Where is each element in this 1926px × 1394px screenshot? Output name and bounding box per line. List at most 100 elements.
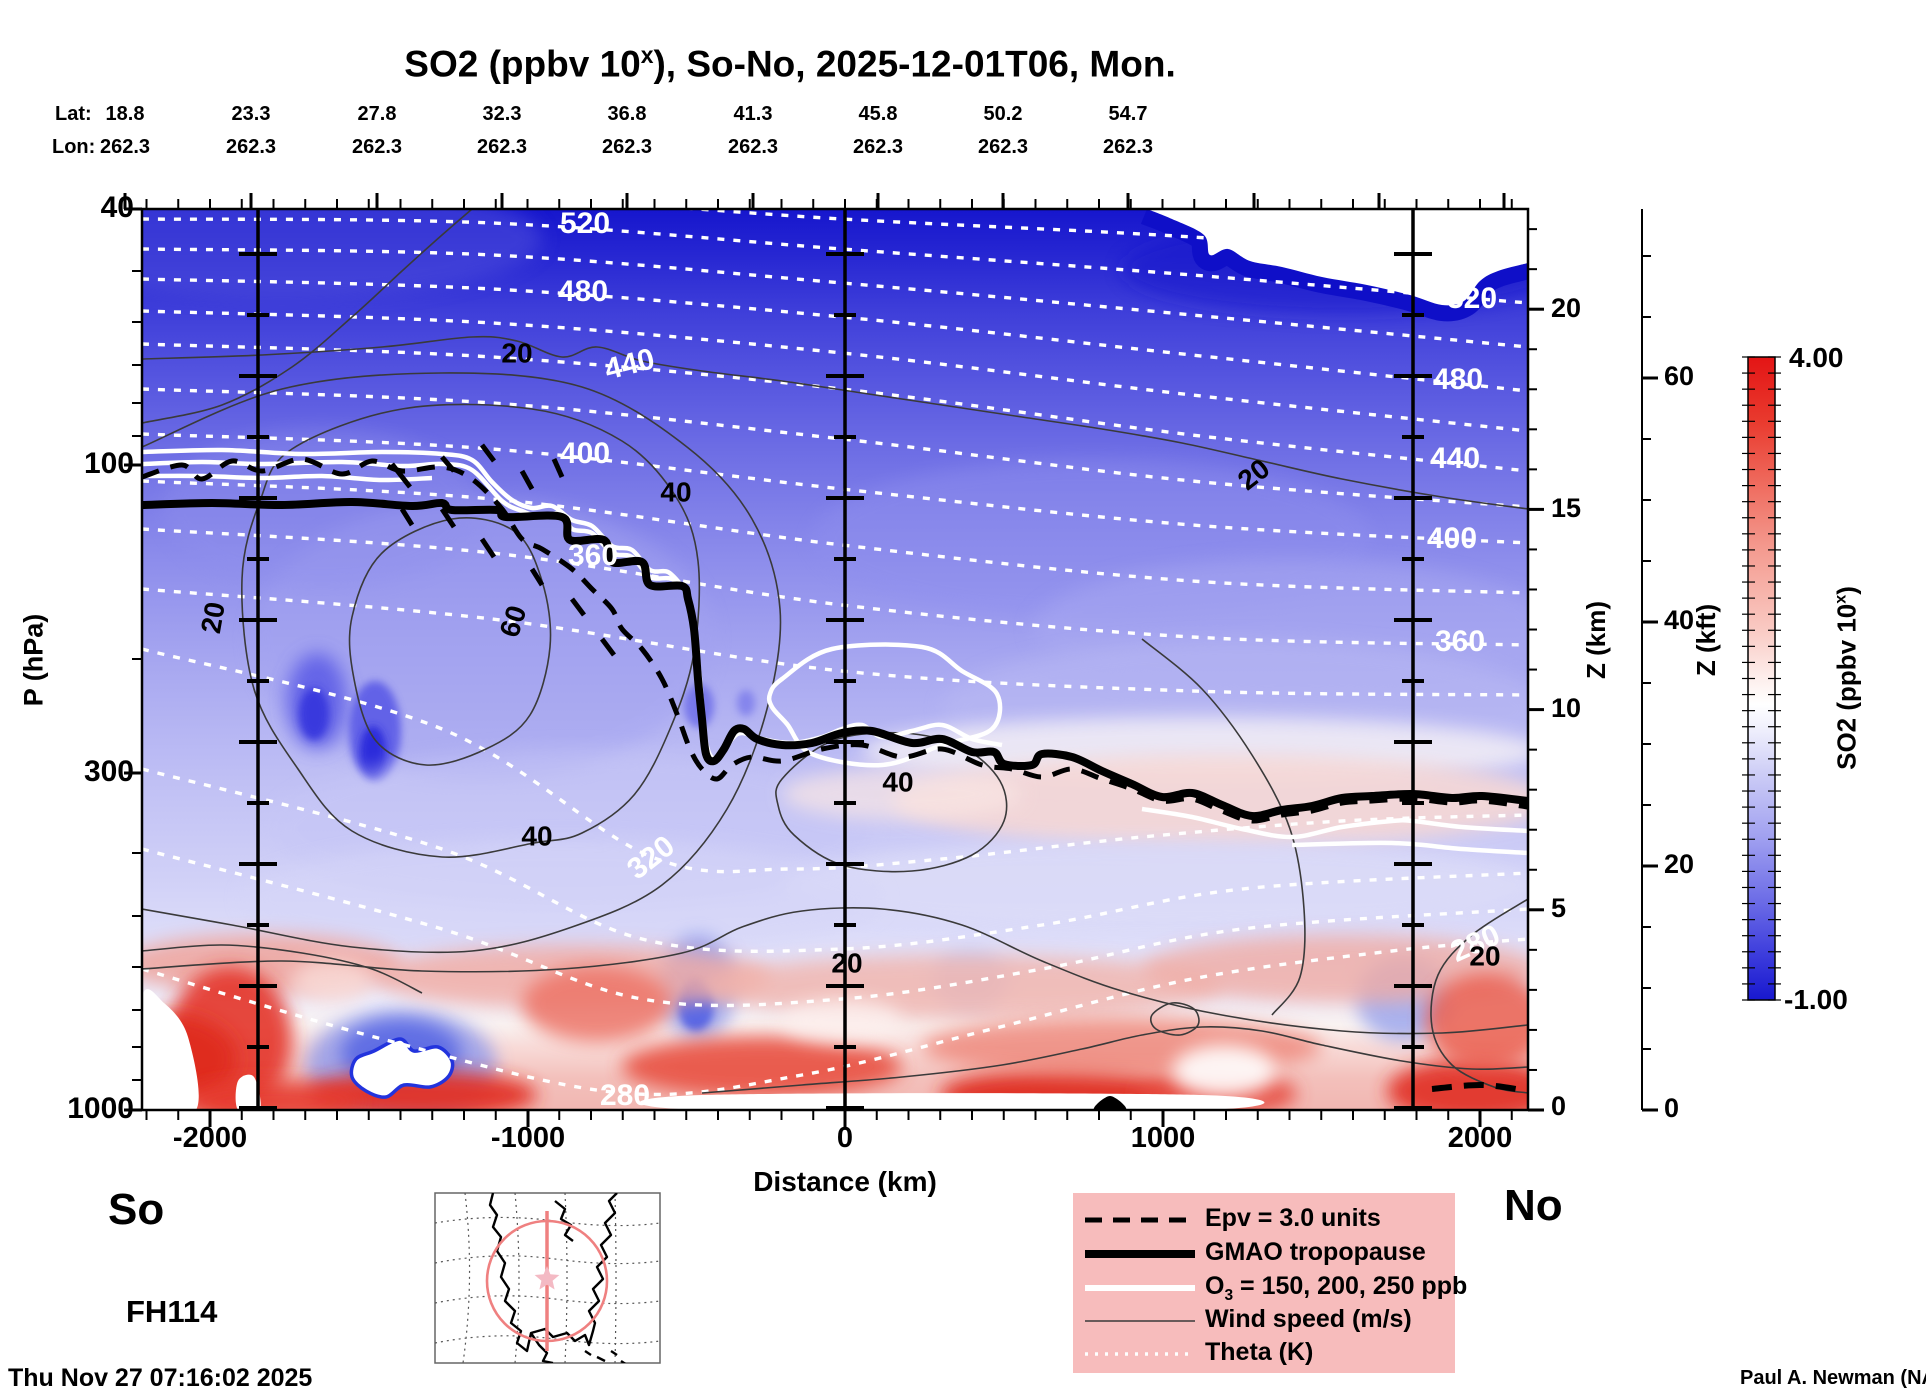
terrain-peak (1093, 1096, 1127, 1110)
map-graticule (435, 1335, 660, 1345)
ozone-contours (142, 447, 1528, 856)
legend-label: Theta (K) (1205, 1338, 1314, 1366)
so2-field-blob (1172, 1045, 1276, 1097)
zkft-tick-label: 40 (1664, 605, 1695, 635)
legend-label-part: 3 (1224, 1287, 1234, 1304)
ozone-contour (142, 447, 684, 588)
wind-contour (142, 335, 1528, 510)
ozone-contour (766, 642, 1003, 768)
map-coastline (596, 1355, 606, 1363)
tropopause-dash-segment (1431, 1081, 1528, 1094)
theta-label-480: 480 (558, 275, 608, 308)
wind-label-20: 20 (195, 600, 231, 636)
wind-label-20: 20 (831, 947, 862, 978)
forecast-hour-label: FH114 (126, 1294, 218, 1329)
map-graticule (564, 1193, 568, 1363)
so2-field-blob (292, 959, 372, 1003)
so2-field-blob (142, 209, 542, 299)
theta-contours (142, 209, 1528, 1097)
theta-contour-290 (142, 847, 1528, 1008)
epv-fragment (390, 462, 412, 489)
so2-field-blob (1387, 1059, 1528, 1110)
map-coastline (620, 1360, 627, 1363)
map-coastline (554, 1200, 574, 1242)
wind-contour (701, 1026, 1528, 1094)
lat-value: 50.2 (983, 103, 1023, 125)
so2-field-blob (737, 690, 755, 716)
so2-field-blob (782, 768, 1022, 820)
lon-value: 262.3 (351, 136, 403, 158)
theta-label-440: 440 (1430, 442, 1480, 475)
so2-field-blob (242, 839, 882, 959)
lat-value: 41.3 (733, 103, 773, 125)
theta-contour-380 (142, 479, 1528, 595)
colorbar-title-sup: x (1831, 594, 1850, 604)
blank-region (142, 989, 199, 1110)
theta-contour-440 (142, 342, 1528, 473)
legend-label: O3 = 150, 200, 250 ppb (1205, 1274, 1467, 1304)
epv-fragment (600, 637, 616, 657)
pressure-axis-title: P (hPa) (18, 613, 49, 707)
wind-contour (1430, 898, 1528, 1094)
colorbar-title: SO2 (ppbv 10x) (1831, 586, 1861, 770)
zkft-tick-label: 60 (1664, 361, 1695, 391)
distance-tick-label: 0 (836, 1122, 854, 1154)
distance-tick-label: -2000 (172, 1122, 248, 1154)
epv-fragment (480, 443, 496, 463)
map-coastline (488, 1193, 618, 1353)
lat-value: 45.8 (858, 103, 898, 125)
zkm-tick-label: 20 (1551, 293, 1582, 323)
plot-area: 5204804404003603202805204804404003602802… (142, 209, 1528, 1110)
wind-label-40: 40 (882, 766, 913, 797)
legend-label-part: = 150, 200, 250 ppb (1233, 1272, 1468, 1300)
so2-field-blob (782, 841, 1528, 929)
low-value-polygon (349, 1037, 455, 1099)
south-endpoint-label: So (108, 1185, 165, 1234)
wind-label-20: 20 (501, 337, 532, 368)
map-graticule (462, 1193, 471, 1363)
epv-fragment (551, 457, 565, 479)
lon-value: 262.3 (225, 136, 277, 158)
pressure-tick-label: 40 (100, 191, 134, 224)
wind-label-20: 20 (1469, 940, 1500, 971)
theta-label-360: 360 (1435, 625, 1485, 658)
epv-contour (142, 456, 1528, 824)
wind-contours (142, 209, 1528, 1094)
zkft-axis-title: Z (kft) (1691, 603, 1721, 677)
lat-value: 32.3 (482, 103, 522, 125)
lon-value: 262.3 (727, 136, 779, 158)
distance-axis-title: Distance (km) (753, 1166, 937, 1197)
wind-contour (142, 944, 423, 994)
theta-contour-400 (142, 432, 1528, 545)
so2-field-blob (522, 966, 672, 1042)
wind-label-40: 40 (660, 476, 691, 507)
blank-region (235, 1074, 261, 1110)
so2-field-blob (299, 688, 329, 740)
pressure-tick-label: 1000 (67, 1092, 134, 1125)
lon-value: 262.3 (852, 136, 904, 158)
wind-contour (241, 403, 701, 859)
theta-contour-500 (142, 247, 1528, 349)
map-graticule (435, 1295, 660, 1305)
distance-tick-label: 1000 (1130, 1122, 1196, 1154)
lon-value: 262.3 (601, 136, 653, 158)
theta-contour-420 (142, 387, 1528, 509)
theta-contour-540 (674, 209, 1528, 265)
timestamp: Thu Nov 27 07:16:02 2025 (8, 1364, 313, 1392)
reference-rulers (239, 209, 1432, 1110)
theta-label-400: 400 (560, 437, 610, 470)
theta-contour-520 (142, 217, 1528, 305)
lon-value: 262.3 (977, 136, 1029, 158)
lon-value: 262.3 (476, 136, 528, 158)
legend-label: GMAO tropopause (1205, 1238, 1426, 1266)
wind-label-40: 40 (521, 820, 552, 851)
legend-box (1073, 1193, 1455, 1373)
legend-label: Wind speed (m/s) (1205, 1305, 1412, 1333)
tropopause-line (142, 497, 1528, 821)
wind-contour (348, 517, 552, 766)
theta-label-400: 400 (1427, 522, 1477, 555)
zkm-tick-label: 10 (1551, 693, 1582, 723)
lat-value: 23.3 (231, 103, 271, 125)
